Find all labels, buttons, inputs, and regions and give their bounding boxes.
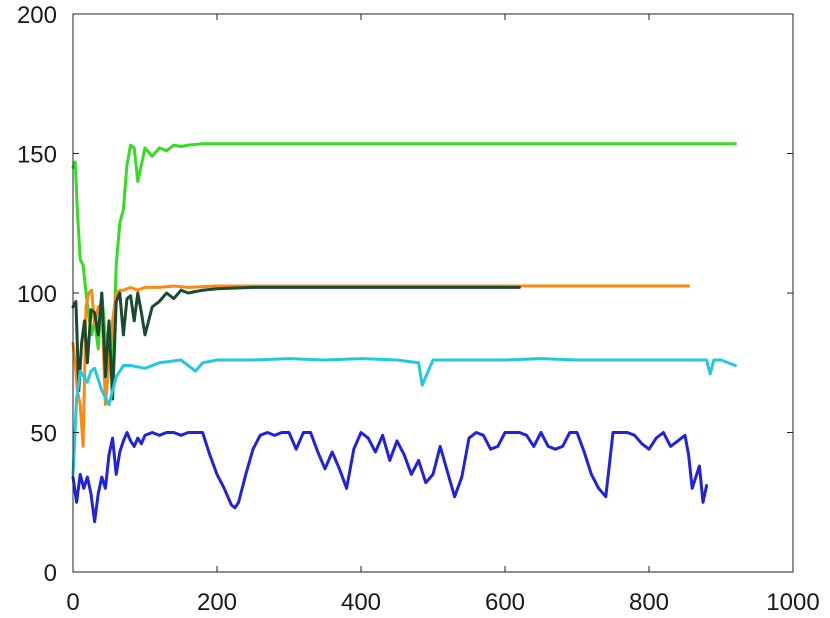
x-tick-label: 800: [629, 589, 669, 616]
x-tick-label: 0: [66, 589, 79, 616]
y-tick-label: 50: [30, 421, 57, 448]
y-tick-label: 200: [17, 2, 57, 29]
x-tick-label: 200: [197, 589, 237, 616]
tick-labels: 0 200 400 600 800 1000 0 50 100 150 200: [17, 2, 820, 616]
ticks-layer: [72, 13, 794, 573]
y-tick-label: 100: [17, 281, 57, 308]
x-tick-label: 1000: [766, 589, 819, 616]
x-tick-label: 400: [341, 589, 381, 616]
y-tick-label: 0: [44, 560, 57, 587]
series-line-1: [71, 142, 737, 379]
y-tick-label: 150: [17, 142, 57, 169]
series-line-5: [71, 431, 709, 524]
x-tick-label: 600: [485, 589, 525, 616]
series-layer: [71, 142, 737, 524]
series-line-4: [71, 357, 737, 476]
plot-frame: [72, 13, 794, 573]
series-line-3: [71, 285, 521, 401]
series-line-2: [71, 284, 691, 448]
